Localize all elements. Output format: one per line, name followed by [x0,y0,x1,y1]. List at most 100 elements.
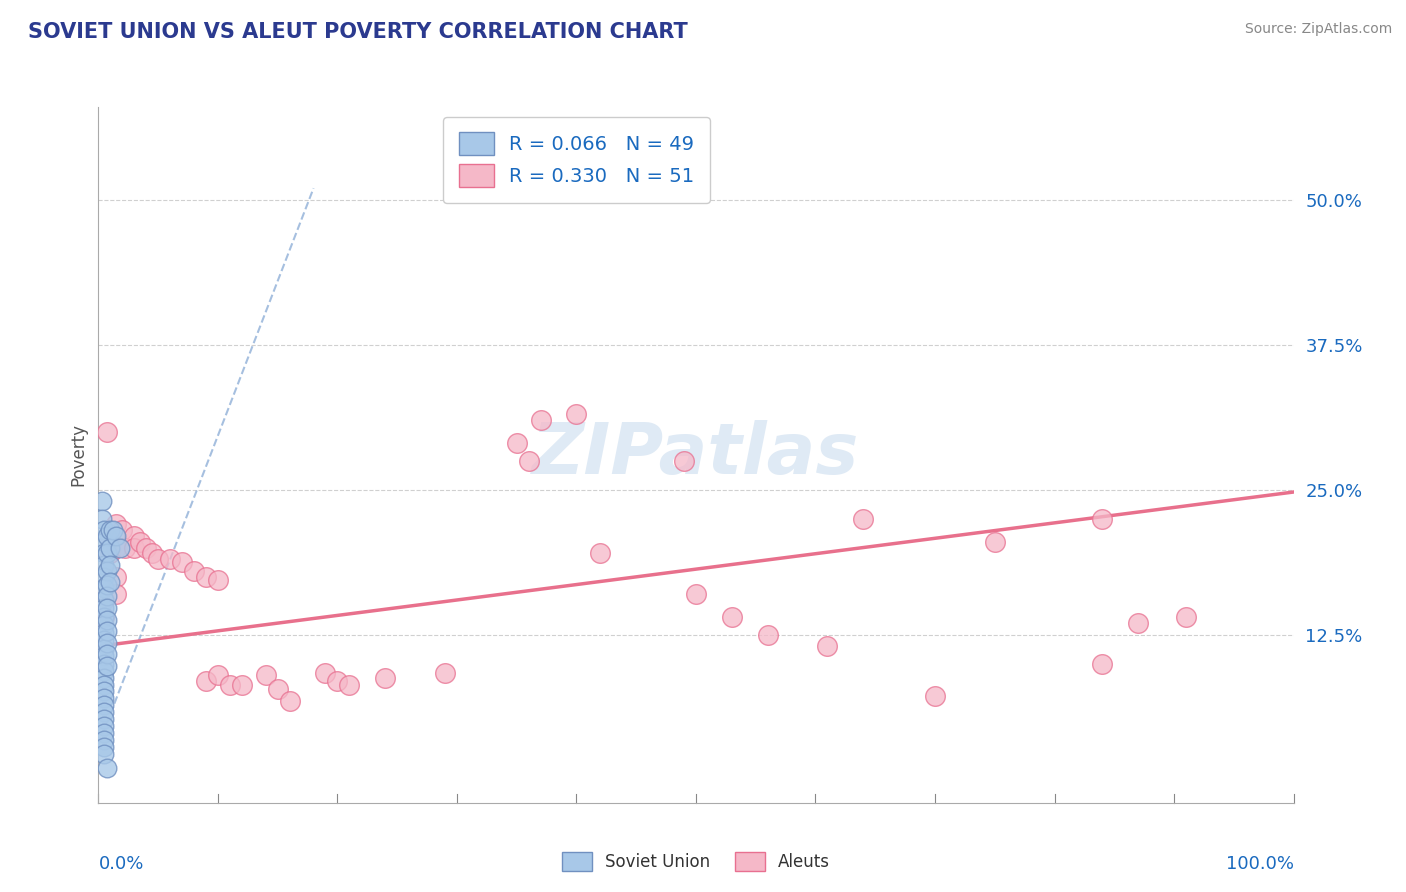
Point [337,677,360,691]
Point [96,564,118,578]
Point [98,546,122,561]
Text: ZIPatlas: ZIPatlas [533,420,859,490]
Point [1091,511,1114,525]
Point [93,733,115,747]
Point [93,558,115,573]
Point [96,636,118,650]
Point [267,682,290,697]
Point [93,610,115,624]
Point [124,529,146,543]
Point [1128,615,1150,630]
Point [93,601,115,615]
Point [93,534,115,549]
Point [105,529,128,543]
Point [219,677,242,691]
Point [124,541,146,555]
Point [93,633,115,648]
Point [93,546,115,561]
Point [93,641,115,656]
Point [194,570,217,584]
Text: 100.0%: 100.0% [1226,855,1294,873]
Point [93,677,115,691]
Point [96,761,118,775]
Point [852,511,875,525]
Point [98,541,122,555]
Point [101,523,124,537]
Point [93,648,115,663]
Point [159,552,181,566]
Point [93,523,115,537]
Point [105,587,128,601]
Point [93,719,115,733]
Point [108,541,131,555]
Point [98,529,122,543]
Point [231,677,253,691]
Point [91,511,114,525]
Point [506,436,529,450]
Text: 0.0%: 0.0% [98,855,143,873]
Point [1175,610,1198,624]
Point [1091,657,1114,671]
Text: SOVIET UNION VS ALEUT POVERTY CORRELATION CHART: SOVIET UNION VS ALEUT POVERTY CORRELATIO… [28,22,688,42]
Point [685,587,707,601]
Point [93,592,115,607]
Point [114,541,136,555]
Point [315,665,337,680]
Point [565,407,588,421]
Point [172,555,194,569]
Point [721,610,744,624]
Point [326,674,349,689]
Point [93,671,115,685]
Point [93,684,115,698]
Point [135,541,157,555]
Point [105,570,128,584]
Point [91,494,114,508]
Point [374,671,396,685]
Point [98,523,122,537]
Point [93,726,115,740]
Point [983,534,1005,549]
Point [111,523,134,537]
Point [96,578,118,592]
Point [96,613,118,627]
Point [93,747,115,761]
Y-axis label: Poverty: Poverty [69,424,87,486]
Point [105,541,128,555]
Point [815,639,838,653]
Point [254,668,277,682]
Point [98,575,122,590]
Point [105,517,128,532]
Point [93,570,115,584]
Point [93,691,115,706]
Point [756,628,779,642]
Point [96,659,118,673]
Point [589,546,612,561]
Point [93,582,115,596]
Point [129,534,152,549]
Point [96,546,118,561]
Point [183,564,205,578]
Point [96,601,118,615]
Legend: Soviet Union, Aleuts: Soviet Union, Aleuts [555,846,837,878]
Text: Source: ZipAtlas.com: Source: ZipAtlas.com [1244,22,1392,37]
Point [207,573,229,587]
Point [96,590,118,604]
Point [98,558,122,573]
Point [93,740,115,755]
Point [93,618,115,632]
Point [529,413,551,427]
Point [96,624,118,639]
Point [433,665,456,680]
Point [93,592,115,607]
Point [96,425,118,439]
Point [93,698,115,713]
Point [93,626,115,640]
Point [93,712,115,726]
Point [673,453,696,467]
Point [96,648,118,662]
Point [278,694,301,708]
Point [93,706,115,720]
Point [194,674,217,689]
Point [93,664,115,678]
Point [93,657,115,671]
